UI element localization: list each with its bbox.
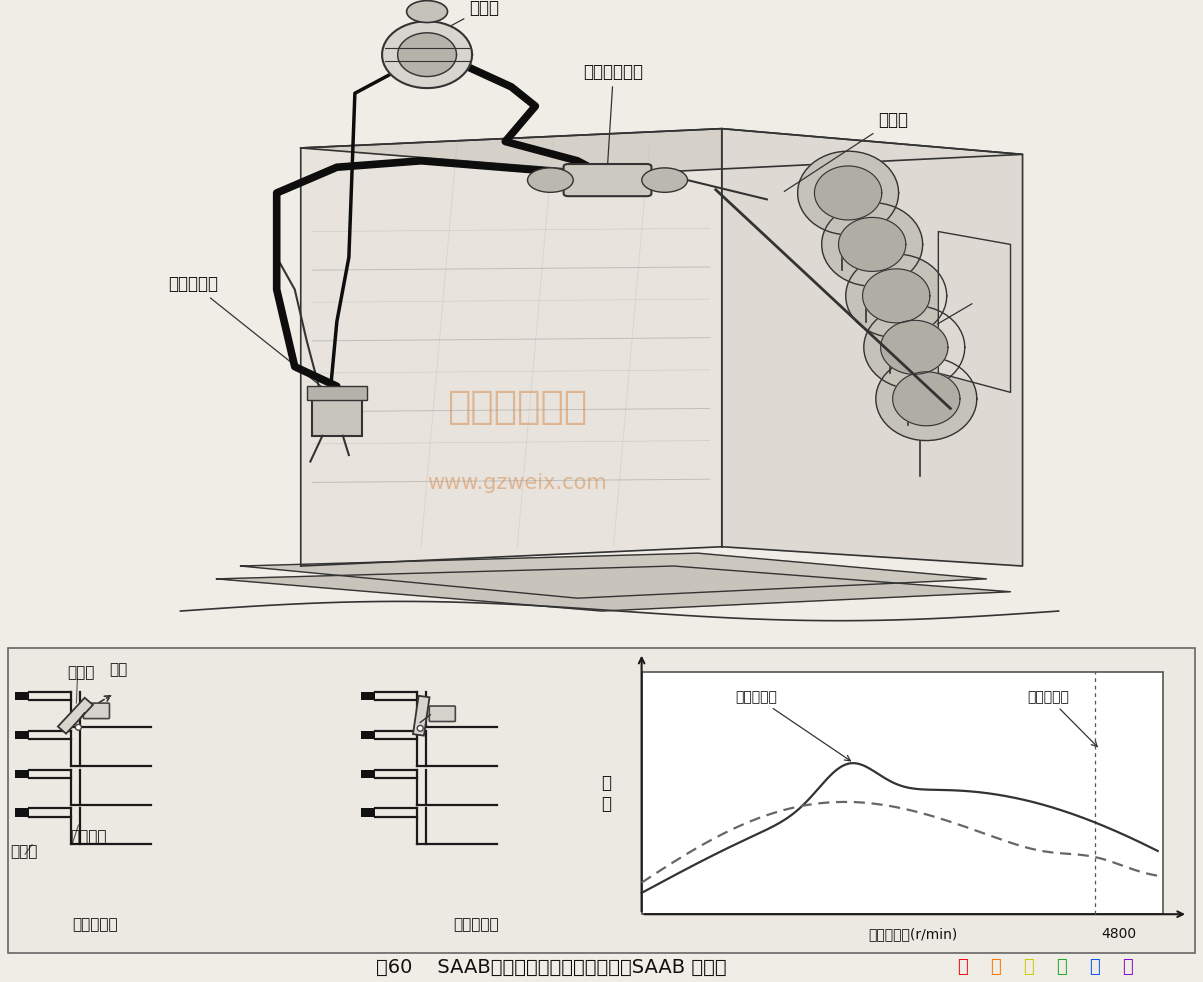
Text: www.gzweix.com: www.gzweix.com (427, 473, 606, 493)
Text: 4800: 4800 (1101, 927, 1136, 942)
Polygon shape (893, 372, 960, 426)
Polygon shape (798, 151, 899, 235)
Polygon shape (301, 129, 722, 566)
Text: 进气室: 进气室 (902, 303, 972, 345)
Polygon shape (881, 320, 948, 374)
Text: 址: 址 (1056, 958, 1067, 976)
Polygon shape (398, 32, 456, 77)
Circle shape (417, 726, 423, 732)
Text: 导: 导 (1090, 958, 1100, 976)
Circle shape (76, 725, 82, 731)
Bar (14, 731, 29, 739)
Bar (361, 770, 375, 778)
Circle shape (642, 168, 688, 192)
Polygon shape (722, 129, 1023, 566)
Text: 虹: 虹 (990, 958, 1001, 976)
Text: 控制阀关闭: 控制阀关闭 (72, 917, 118, 932)
Circle shape (528, 168, 574, 192)
Bar (8, 648, 1195, 953)
Text: 进气支管: 进气支管 (70, 830, 107, 845)
Text: 进气室: 进气室 (10, 845, 37, 859)
Polygon shape (864, 305, 965, 389)
Text: 真空: 真空 (109, 662, 128, 677)
Text: 转
矩: 转 矩 (602, 774, 611, 812)
Bar (307, 386, 367, 401)
Text: 图60    SAAB汽车采用的可变进气系统（SAAB 公司）: 图60 SAAB汽车采用的可变进气系统（SAAB 公司） (377, 958, 727, 977)
Circle shape (407, 1, 448, 23)
Text: 彩: 彩 (958, 958, 967, 976)
Bar (14, 770, 29, 778)
Text: 控制阀打开: 控制阀打开 (454, 917, 499, 932)
Text: 航: 航 (1122, 958, 1133, 976)
FancyBboxPatch shape (83, 703, 109, 719)
Text: 控制阀关闭: 控制阀关闭 (735, 690, 851, 761)
Text: 膜片式执行器: 膜片式执行器 (583, 63, 644, 163)
Polygon shape (876, 357, 977, 441)
Text: 精通维修下载: 精通维修下载 (448, 388, 587, 426)
Text: 发动机转速(r/min): 发动机转速(r/min) (869, 927, 958, 942)
FancyBboxPatch shape (563, 164, 652, 196)
Polygon shape (301, 129, 1023, 174)
Text: 网: 网 (1024, 958, 1033, 976)
Polygon shape (383, 22, 472, 88)
Polygon shape (838, 217, 906, 271)
Polygon shape (241, 553, 986, 598)
FancyBboxPatch shape (429, 706, 455, 722)
Text: 控制阀: 控制阀 (67, 665, 95, 680)
Bar (361, 731, 375, 739)
Bar (361, 692, 375, 700)
Text: 控制阀: 控制阀 (784, 111, 908, 191)
Polygon shape (846, 254, 947, 338)
Bar (361, 808, 375, 817)
Polygon shape (413, 696, 429, 736)
Polygon shape (822, 202, 923, 286)
Bar (14, 808, 29, 817)
Bar (641, 672, 1163, 914)
Polygon shape (58, 698, 93, 734)
Text: 真空室: 真空室 (442, 0, 499, 30)
Text: 三元电磁阀: 三元电磁阀 (168, 275, 334, 397)
Text: 控制阀打开: 控制阀打开 (1027, 690, 1097, 746)
Polygon shape (217, 566, 1011, 611)
Polygon shape (938, 232, 1011, 393)
Polygon shape (814, 166, 882, 220)
Bar (14, 692, 29, 700)
Bar (312, 401, 362, 436)
Polygon shape (863, 269, 930, 323)
